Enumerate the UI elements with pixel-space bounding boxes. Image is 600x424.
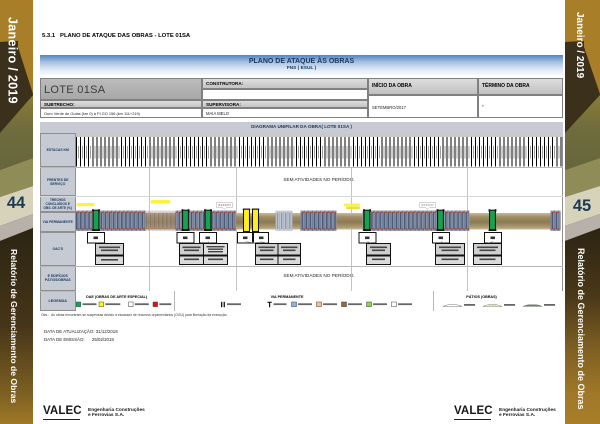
svg-text:PÁTIOS (OBRAS): PÁTIOS (OBRAS) — [466, 294, 497, 299]
svg-text:OAE (OBRAS DE ARTE ESPECIAL): OAE (OBRAS DE ARTE ESPECIAL) — [85, 295, 147, 299]
svg-text:VIA PERMANENTE: VIA PERMANENTE — [270, 295, 303, 299]
